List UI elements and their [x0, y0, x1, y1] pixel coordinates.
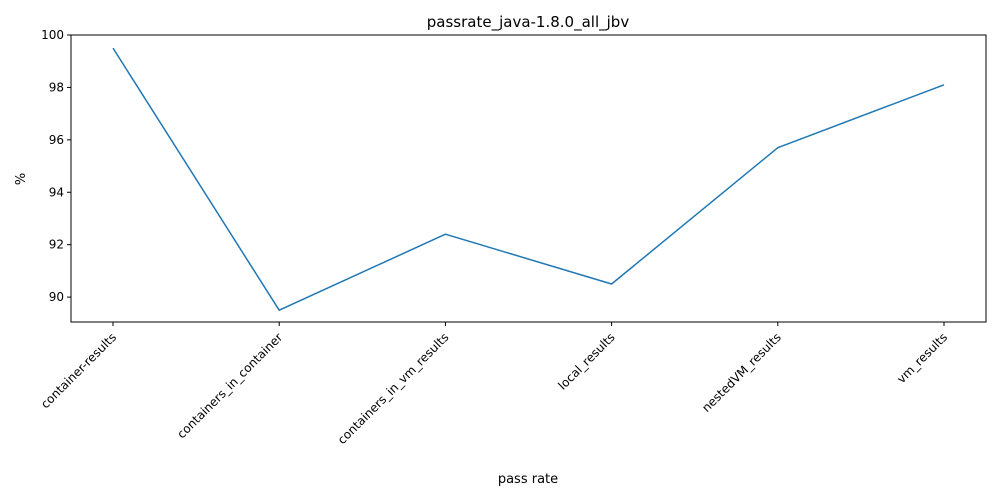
x-tick-label: nestedVM_results [699, 330, 784, 415]
x-tick-label: containers_in_vm_results [335, 330, 452, 447]
x-axis-label: pass rate [498, 472, 558, 487]
y-tick-label: 98 [49, 80, 64, 94]
y-tick-label: 96 [49, 133, 64, 147]
y-tick-label: 92 [49, 238, 64, 252]
y-tick-label: 90 [49, 290, 64, 304]
y-tick-label: 94 [49, 185, 64, 199]
y-axis-label: % [14, 173, 29, 185]
x-tick-label: vm_results [894, 330, 950, 386]
x-tick-label: containers_in_container [174, 330, 285, 441]
chart-title: passrate_java-1.8.0_all_jbv [427, 13, 630, 32]
series-line [112, 47, 945, 311]
x-tick-label: container-results [38, 330, 119, 411]
axes-frame [70, 34, 987, 323]
x-tick-label: local_results [555, 330, 617, 392]
plot-area: 90 92 94 96 98 100 container-results containers… [38, 28, 987, 447]
y-tick-label: 100 [41, 28, 64, 42]
